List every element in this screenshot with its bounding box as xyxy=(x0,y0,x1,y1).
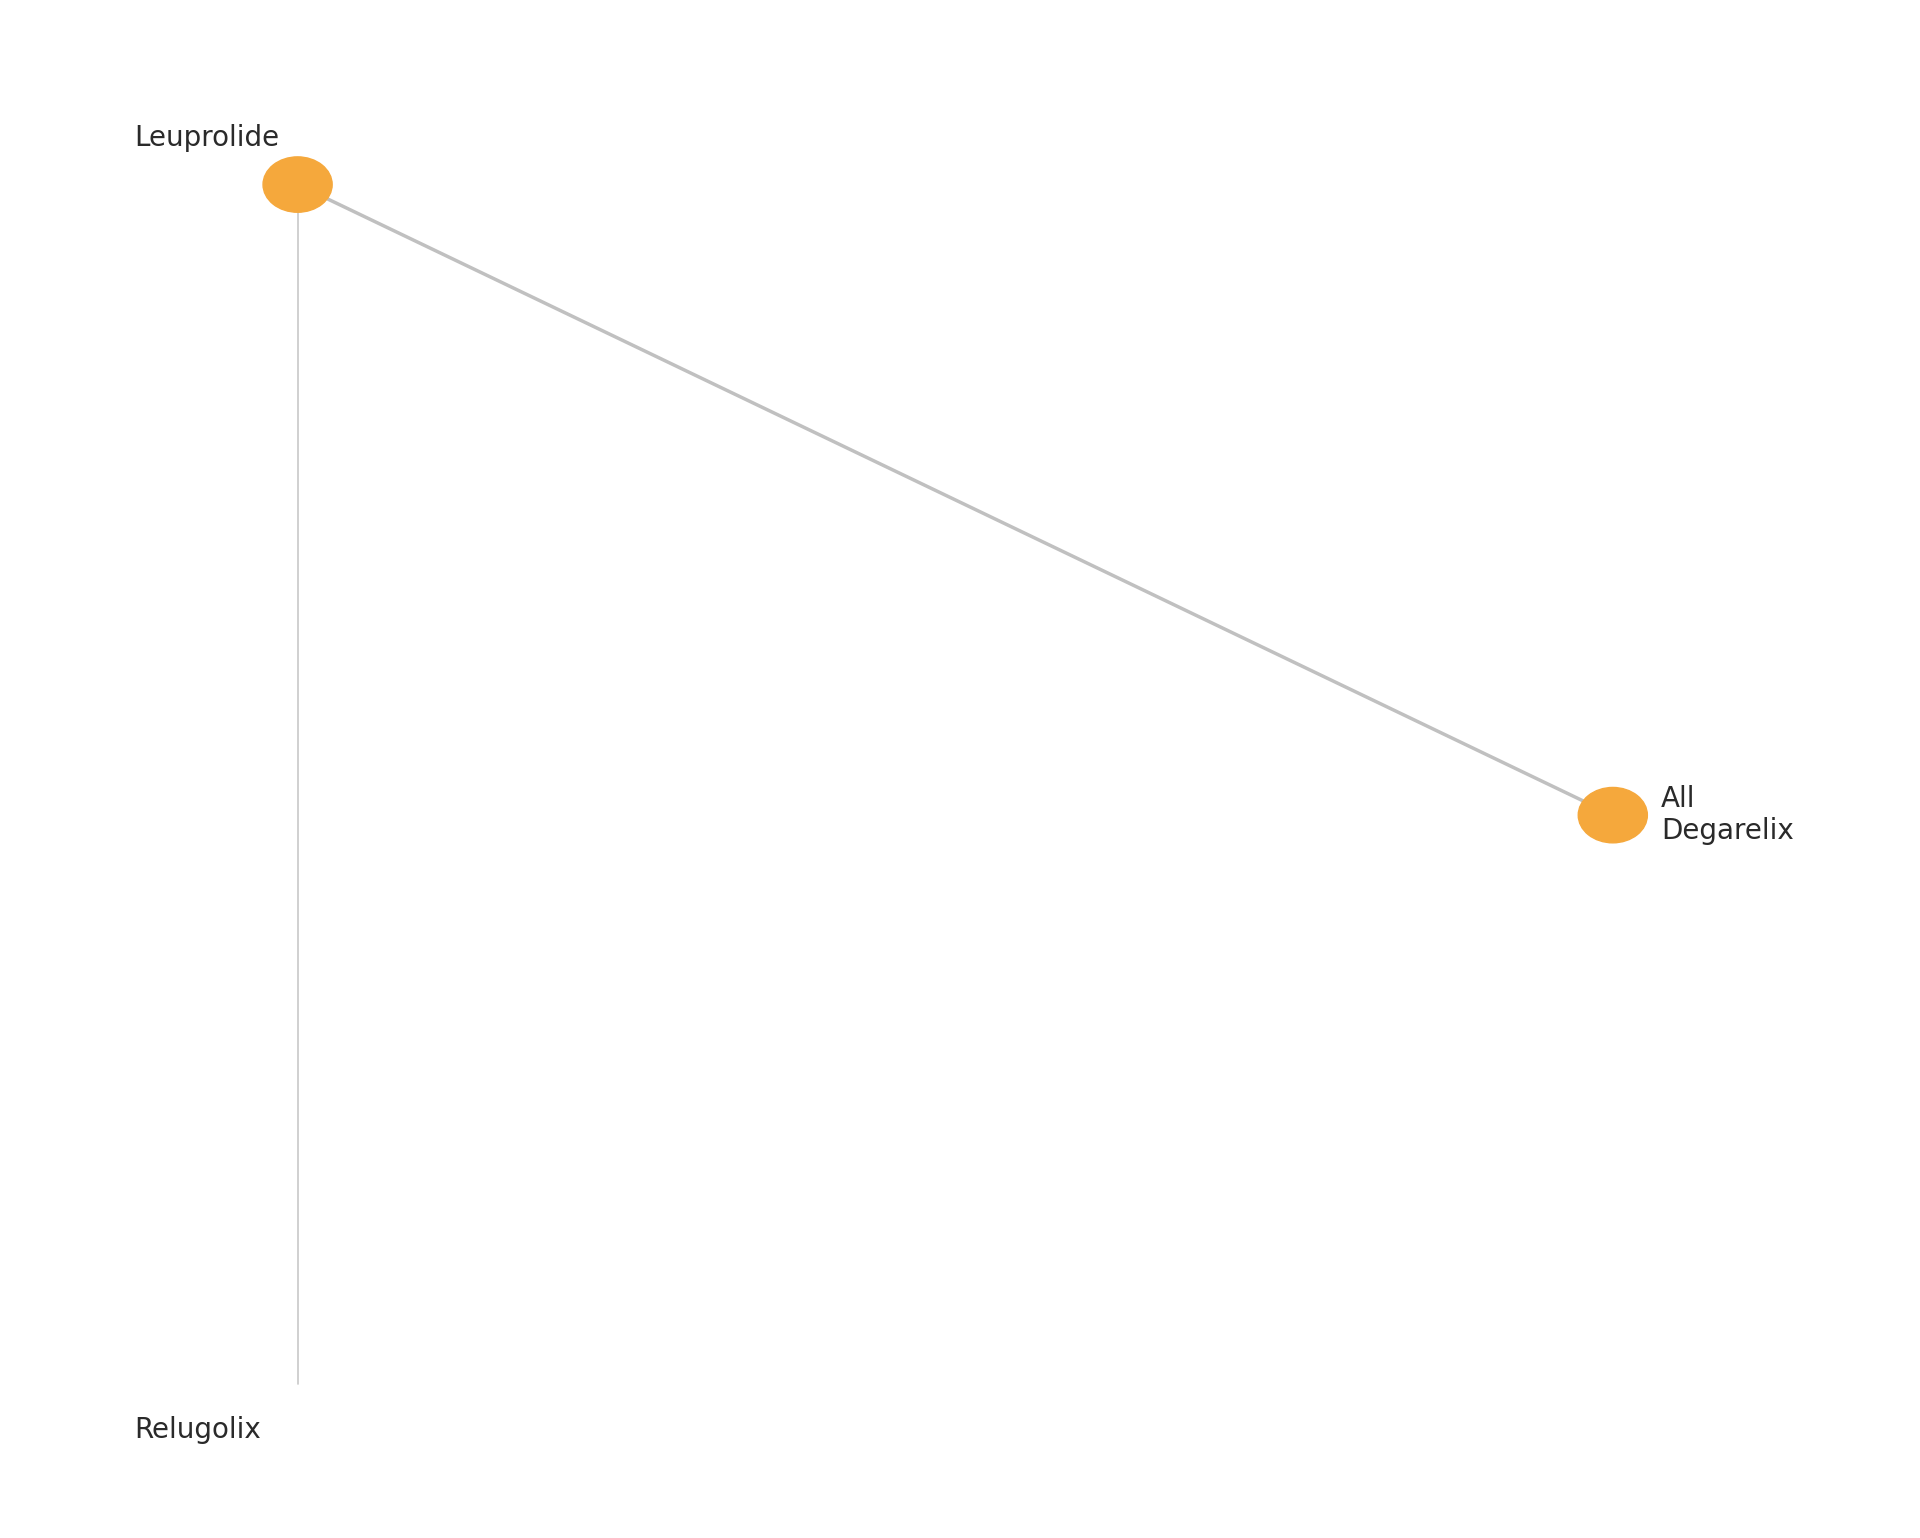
Circle shape xyxy=(263,157,332,212)
Text: All
Degarelix: All Degarelix xyxy=(1661,784,1793,846)
Circle shape xyxy=(1578,787,1647,843)
Text: Relugolix: Relugolix xyxy=(134,1416,261,1444)
Text: Leuprolide: Leuprolide xyxy=(134,125,280,152)
